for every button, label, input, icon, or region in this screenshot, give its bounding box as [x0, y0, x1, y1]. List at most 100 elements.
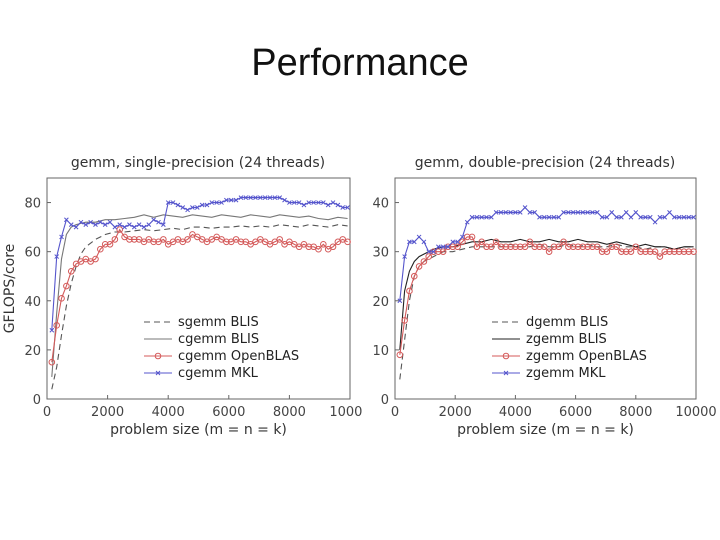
data-point: [194, 205, 200, 210]
data-point: [497, 243, 505, 251]
data-point: [604, 214, 610, 220]
data-point: [165, 200, 171, 205]
data-point: [531, 243, 538, 251]
data-point: [580, 210, 586, 215]
data-point: [632, 243, 640, 251]
y-tick-label: 20: [24, 344, 41, 359]
data-point: [329, 243, 337, 251]
data-point: [463, 233, 471, 241]
data-point: [521, 243, 529, 251]
data-point: [614, 214, 619, 220]
data-point: [686, 214, 692, 220]
x-tick-label: 8000: [619, 405, 652, 420]
data-point: [608, 243, 616, 251]
legend-label: zgemm BLIS: [526, 332, 607, 347]
data-point: [647, 214, 653, 220]
x-tick-label: 2000: [439, 405, 472, 420]
series-line: [399, 243, 694, 380]
data-point: [185, 207, 190, 213]
data-point: [267, 195, 273, 200]
data-point: [508, 210, 513, 215]
data-point: [675, 248, 683, 255]
legend-label: cgemm OpenBLAS: [178, 349, 299, 364]
data-point: [64, 217, 69, 223]
data-point: [479, 214, 485, 220]
data-point: [662, 214, 668, 220]
data-point: [49, 327, 55, 333]
data-point: [296, 200, 302, 205]
data-point: [93, 222, 98, 228]
legend-marker: [154, 352, 162, 360]
data-point: [589, 243, 596, 251]
x-tick-label: 4000: [499, 405, 532, 420]
data-point: [643, 214, 648, 220]
x-tick-label: 8000: [273, 405, 306, 420]
data-point: [556, 214, 562, 220]
data-point: [685, 248, 693, 255]
data-point: [502, 243, 510, 251]
data-point: [622, 248, 630, 255]
data-point: [272, 195, 278, 200]
data-point: [402, 254, 407, 259]
data-point: [540, 243, 548, 251]
data-point: [48, 358, 56, 366]
data-point: [565, 243, 572, 251]
data-point: [420, 258, 428, 265]
data-point: [440, 244, 446, 250]
legend: dgemm BLIS zgemm BLIS zgemm OpenBLAS zgemm …: [492, 315, 647, 381]
data-point: [426, 249, 432, 255]
data-point: [54, 254, 60, 259]
data-point: [575, 210, 581, 215]
y-tick-label: 80: [24, 197, 41, 212]
data-point: [340, 205, 346, 210]
data-point: [209, 200, 215, 205]
data-point: [474, 214, 480, 220]
data-point: [160, 222, 166, 228]
data-point: [593, 243, 601, 251]
data-point: [488, 243, 495, 251]
data-point: [335, 202, 341, 208]
x-tick-label: 10000: [329, 405, 362, 420]
data-point: [637, 248, 644, 255]
data-point: [406, 287, 413, 295]
data-point: [219, 200, 224, 205]
data-point: [131, 224, 137, 230]
data-point: [478, 238, 485, 246]
data-point: [276, 236, 284, 243]
series-sgemm-blis: [51, 224, 348, 390]
series-line: [51, 197, 348, 331]
data-point: [136, 222, 142, 228]
data-point: [305, 243, 313, 251]
plot-area-frame: [46, 177, 351, 400]
data-point: [594, 210, 600, 215]
data-point: [454, 243, 461, 251]
data-point: [537, 214, 542, 220]
data-point: [431, 249, 436, 255]
x-axis-label: problem size (m = n = k): [110, 422, 287, 438]
data-point: [83, 222, 89, 228]
data-point: [150, 238, 157, 246]
data-point: [97, 245, 104, 253]
data-point: [63, 282, 70, 290]
data-point: [277, 195, 283, 200]
data-point: [397, 298, 403, 304]
data-point: [455, 239, 460, 245]
data-point: [526, 238, 534, 246]
data-point: [407, 239, 412, 245]
data-point: [459, 238, 466, 246]
data-point: [233, 197, 239, 203]
data-point: [262, 195, 268, 200]
data-point: [396, 351, 404, 359]
data-point: [512, 243, 519, 251]
data-point: [175, 202, 181, 208]
data-point: [468, 233, 476, 241]
data-point: [58, 295, 65, 302]
data-point: [410, 272, 418, 280]
data-point: [516, 243, 524, 251]
data-point: [681, 214, 687, 220]
data-point: [555, 243, 563, 251]
data-point: [435, 244, 441, 250]
data-point: [320, 241, 327, 248]
legend-marker: [502, 352, 510, 360]
data-point: [603, 248, 611, 255]
